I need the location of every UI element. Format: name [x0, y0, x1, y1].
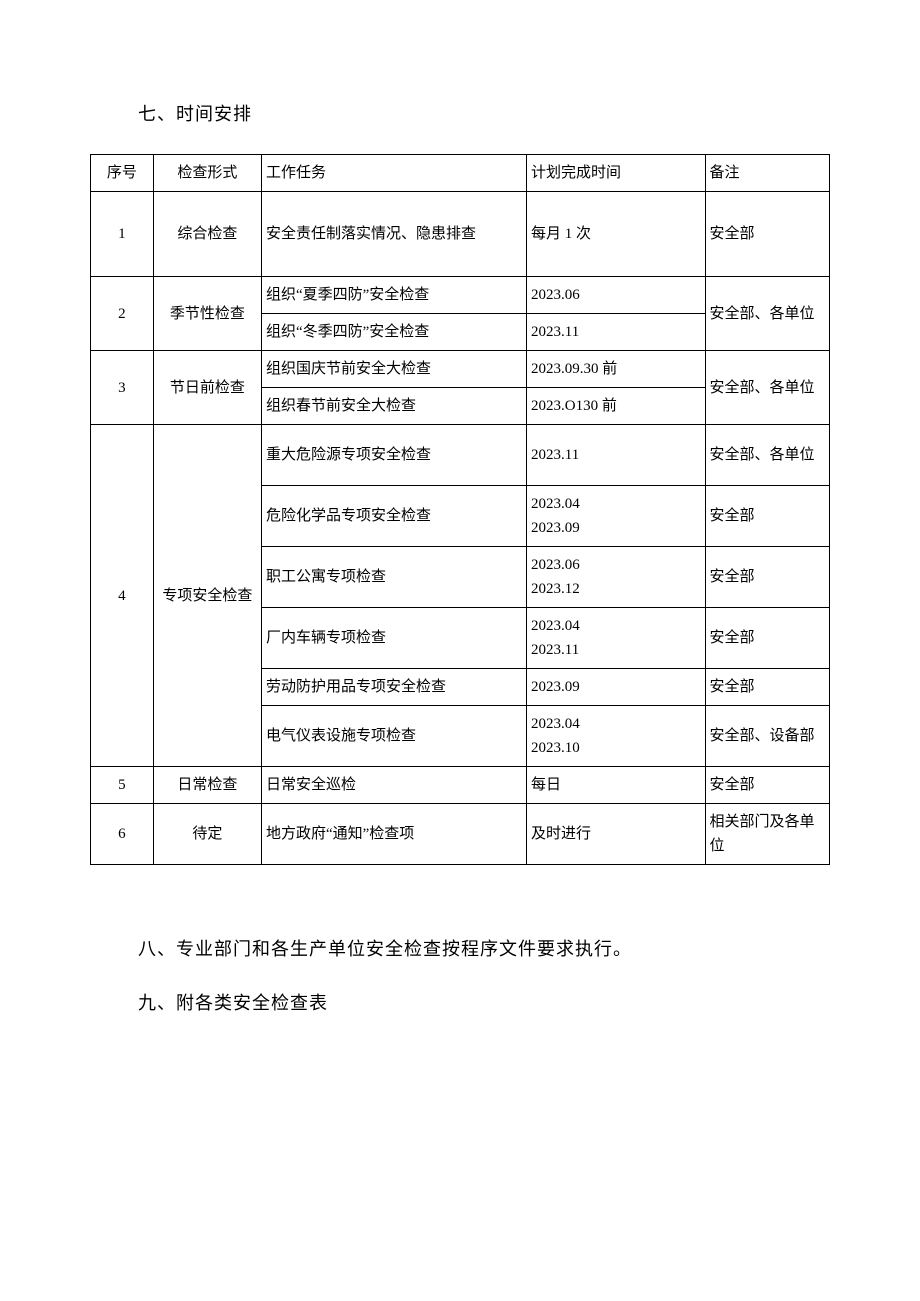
cell-seq: 6 [91, 804, 154, 865]
cell-time: 2023.09 [527, 669, 706, 706]
table-row: 4 专项安全检查 重大危险源专项安全检查 2023.11 安全部、各单位 [91, 425, 830, 486]
cell-form: 综合检查 [153, 192, 261, 277]
cell-time: 2023.O130 前 [527, 388, 706, 425]
cell-task: 组织“夏季四防”安全检查 [261, 277, 526, 314]
cell-seq: 4 [91, 425, 154, 767]
cell-note: 安全部 [705, 608, 829, 669]
cell-note: 安全部、设备部 [705, 706, 829, 767]
table-row: 6 待定 地方政府“通知”检查项 及时进行 相关部门及各单位 [91, 804, 830, 865]
cell-task: 日常安全巡检 [261, 767, 526, 804]
cell-time: 2023.04 2023.11 [527, 608, 706, 669]
cell-time: 2023.04 2023.09 [527, 486, 706, 547]
cell-task: 组织国庆节前安全大检查 [261, 351, 526, 388]
col-header-time: 计划完成时间 [527, 155, 706, 192]
cell-note: 安全部 [705, 669, 829, 706]
table-row: 3 节日前检查 组织国庆节前安全大检查 2023.09.30 前 安全部、各单位 [91, 351, 830, 388]
cell-task: 电气仪表设施专项检查 [261, 706, 526, 767]
cell-task: 组织春节前安全大检查 [261, 388, 526, 425]
cell-time: 2023.06 [527, 277, 706, 314]
cell-seq: 2 [91, 277, 154, 351]
cell-seq: 5 [91, 767, 154, 804]
col-header-task: 工作任务 [261, 155, 526, 192]
cell-time: 每日 [527, 767, 706, 804]
table-row: 1 综合检查 安全责任制落实情况、隐患排查 每月 1 次 安全部 [91, 192, 830, 277]
section-9-text: 九、附各类安全检查表 [138, 989, 830, 1015]
cell-time: 2023.11 [527, 314, 706, 351]
cell-note: 安全部、各单位 [705, 351, 829, 425]
cell-time: 每月 1 次 [527, 192, 706, 277]
schedule-table: 序号 检查形式 工作任务 计划完成时间 备注 1 综合检查 安全责任制落实情况、… [90, 154, 830, 865]
col-header-seq: 序号 [91, 155, 154, 192]
cell-task: 重大危险源专项安全检查 [261, 425, 526, 486]
cell-task: 危险化学品专项安全检查 [261, 486, 526, 547]
cell-note: 安全部 [705, 547, 829, 608]
cell-task: 安全责任制落实情况、隐患排查 [261, 192, 526, 277]
cell-note: 相关部门及各单位 [705, 804, 829, 865]
cell-form: 日常检查 [153, 767, 261, 804]
cell-task: 组织“冬季四防”安全检查 [261, 314, 526, 351]
cell-note: 安全部 [705, 767, 829, 804]
section-7-heading: 七、时间安排 [138, 100, 830, 126]
cell-task: 地方政府“通知”检查项 [261, 804, 526, 865]
cell-form: 专项安全检查 [153, 425, 261, 767]
cell-time: 及时进行 [527, 804, 706, 865]
cell-task: 职工公寓专项检查 [261, 547, 526, 608]
cell-form: 节日前检查 [153, 351, 261, 425]
cell-time: 2023.04 2023.10 [527, 706, 706, 767]
cell-note: 安全部 [705, 192, 829, 277]
cell-note: 安全部 [705, 486, 829, 547]
cell-task: 厂内车辆专项检查 [261, 608, 526, 669]
cell-time: 2023.11 [527, 425, 706, 486]
cell-seq: 3 [91, 351, 154, 425]
cell-seq: 1 [91, 192, 154, 277]
cell-form: 季节性检查 [153, 277, 261, 351]
table-row: 2 季节性检查 组织“夏季四防”安全检查 2023.06 安全部、各单位 [91, 277, 830, 314]
cell-form: 待定 [153, 804, 261, 865]
table-row: 5 日常检查 日常安全巡检 每日 安全部 [91, 767, 830, 804]
cell-time: 2023.06 2023.12 [527, 547, 706, 608]
cell-time: 2023.09.30 前 [527, 351, 706, 388]
col-header-form: 检查形式 [153, 155, 261, 192]
cell-note: 安全部、各单位 [705, 277, 829, 351]
table-header-row: 序号 检查形式 工作任务 计划完成时间 备注 [91, 155, 830, 192]
section-8-text: 八、专业部门和各生产单位安全检查按程序文件要求执行。 [138, 935, 830, 961]
cell-note: 安全部、各单位 [705, 425, 829, 486]
cell-task: 劳动防护用品专项安全检查 [261, 669, 526, 706]
col-header-note: 备注 [705, 155, 829, 192]
